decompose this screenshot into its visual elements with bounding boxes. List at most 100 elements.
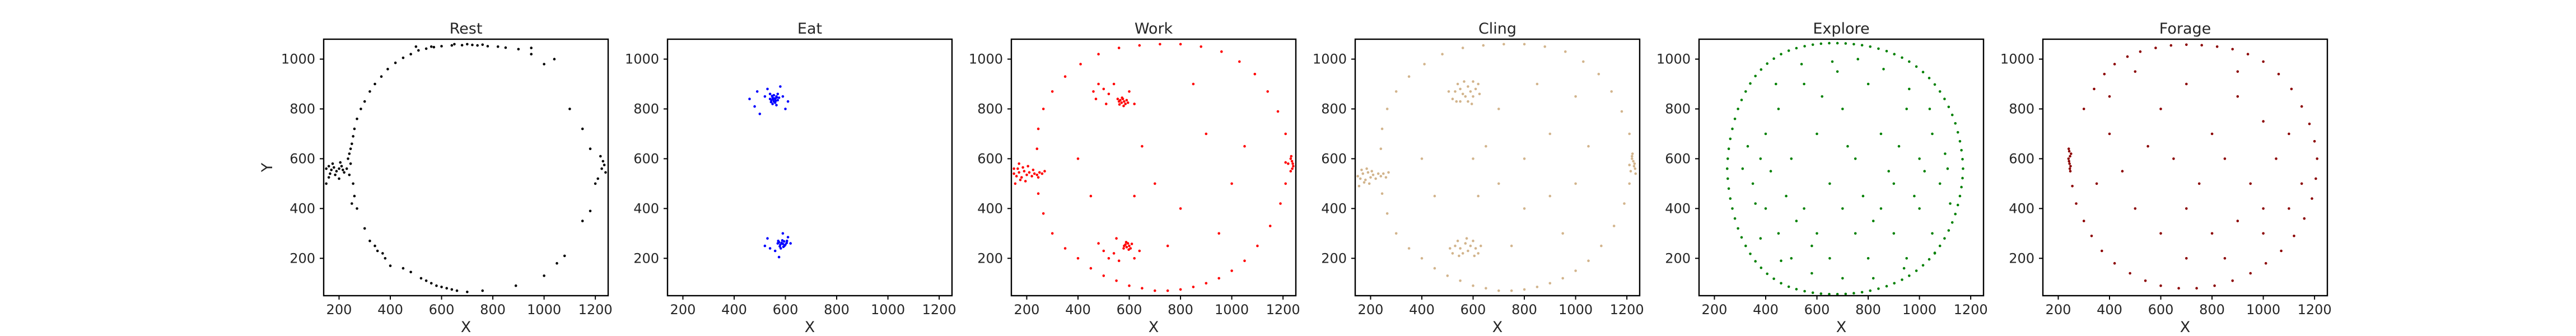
data-point — [1461, 46, 1464, 49]
data-point — [2101, 249, 2103, 253]
data-point — [1869, 45, 1872, 48]
data-point — [1810, 272, 1813, 275]
data-point — [1893, 282, 1896, 285]
data-point — [1365, 167, 1368, 170]
data-point — [517, 48, 520, 51]
data-point — [1872, 220, 1875, 222]
x-tick-label: 800 — [1168, 302, 1193, 318]
data-point — [769, 100, 773, 104]
data-point — [2210, 132, 2214, 136]
data-point — [2069, 155, 2071, 158]
data-point — [1523, 157, 1526, 160]
data-point — [1154, 289, 1156, 292]
data-point — [1751, 182, 1754, 185]
data-point — [1020, 176, 1023, 179]
data-point — [1474, 87, 1477, 91]
data-point — [2200, 44, 2203, 46]
data-point — [1384, 176, 1388, 179]
data-point — [1467, 249, 1469, 253]
data-point — [445, 287, 448, 290]
data-point — [1741, 167, 1744, 170]
data-point — [1946, 167, 1949, 170]
data-point — [1284, 161, 1287, 164]
data-point — [2288, 132, 2290, 136]
data-point — [1105, 102, 1108, 105]
data-point — [1933, 252, 1936, 255]
data-point — [768, 247, 772, 250]
data-point — [2303, 217, 2306, 220]
data-point — [777, 239, 780, 242]
data-point — [342, 169, 344, 171]
data-point — [776, 92, 780, 96]
data-point — [1915, 269, 1918, 272]
data-point — [1117, 46, 1121, 49]
data-point — [1266, 90, 1269, 93]
data-point — [1564, 50, 1567, 53]
data-point — [1407, 75, 1411, 78]
data-point — [1628, 164, 1631, 166]
data-point — [789, 242, 792, 245]
data-point — [2185, 257, 2188, 260]
data-point — [776, 99, 780, 102]
data-point — [1780, 282, 1782, 285]
x-tick-label: 800 — [1511, 302, 1537, 318]
y-tick-label: 600 — [1321, 151, 1347, 166]
data-point — [2275, 157, 2278, 160]
data-point — [1803, 45, 1806, 48]
data-point — [1472, 157, 1474, 160]
data-point — [1133, 102, 1136, 105]
data-points — [748, 85, 792, 259]
x-tick-label: 800 — [1855, 302, 1881, 318]
data-point — [1454, 244, 1457, 248]
data-point — [1456, 82, 1459, 86]
data-point — [1733, 217, 1737, 220]
x-tick-label: 1000 — [1558, 302, 1593, 318]
data-point — [363, 227, 366, 230]
y-tick-label: 800 — [1665, 101, 1691, 117]
panel-title: Explore — [1813, 20, 1869, 38]
data-point — [530, 46, 533, 49]
data-point — [496, 45, 500, 48]
data-point — [1230, 182, 1233, 185]
data-point — [1089, 267, 1093, 270]
data-point — [1217, 232, 1220, 235]
data-point — [1831, 60, 1834, 63]
data-point — [1828, 257, 1831, 260]
data-point — [1014, 182, 1017, 185]
data-point — [450, 44, 454, 47]
data-point — [1076, 257, 1080, 260]
data-point — [1102, 274, 1105, 277]
data-point — [1276, 110, 1280, 113]
axes-frame — [1354, 38, 1641, 297]
data-point — [1192, 82, 1195, 86]
x-axis-label: X — [461, 319, 472, 336]
data-point — [1079, 63, 1082, 66]
data-point — [2293, 235, 2295, 237]
data-point — [1543, 45, 1546, 48]
data-point — [339, 161, 342, 164]
data-point — [603, 164, 606, 166]
data-point — [2231, 48, 2234, 51]
data-point — [1769, 170, 1772, 173]
data-point — [1901, 278, 1903, 281]
x-axis-label: X — [2180, 319, 2191, 336]
data-point — [1729, 137, 1732, 141]
data-point — [1123, 100, 1126, 103]
data-point — [1893, 53, 1896, 55]
data-point — [1133, 194, 1136, 198]
data-point — [1561, 232, 1564, 235]
data-point — [780, 247, 782, 250]
data-point — [1179, 207, 1182, 210]
data-point — [1780, 53, 1782, 55]
data-point — [1126, 242, 1130, 245]
data-point — [1510, 244, 1513, 248]
axes-frame — [1698, 38, 1985, 297]
data-point — [1958, 194, 1962, 198]
data-point — [1856, 58, 1859, 60]
data-point — [1841, 108, 1844, 110]
data-point — [1860, 291, 1864, 294]
data-point — [1628, 182, 1631, 185]
data-point — [2090, 235, 2093, 237]
data-point — [1879, 207, 1883, 210]
data-point — [453, 43, 456, 46]
